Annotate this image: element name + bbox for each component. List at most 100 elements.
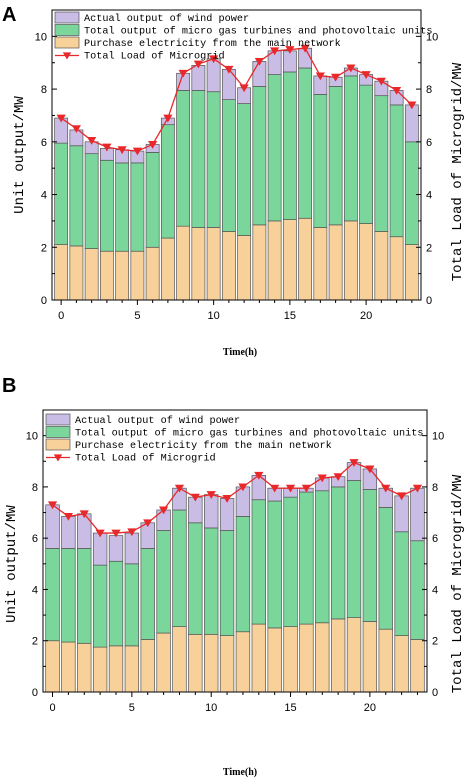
grid-bar xyxy=(176,225,191,301)
wind-bar xyxy=(204,494,219,529)
y-tick-label: 10 xyxy=(26,431,38,443)
gas-pv-bar xyxy=(176,90,191,227)
legend-label-load: Total Load of Microgrid xyxy=(84,51,225,63)
panel-a-xlabel: Time(h) xyxy=(223,347,257,358)
y-tick-label: 6 xyxy=(32,533,38,545)
legend-label-wind: Actual output of wind power xyxy=(84,13,249,25)
legend-swatch-gas_pv xyxy=(45,426,71,438)
load-point xyxy=(178,69,188,78)
legend-label-grid: Purchase electricity from the main netwo… xyxy=(75,440,332,452)
gas-pv-bar xyxy=(237,103,252,236)
y2-tick-label: 4 xyxy=(426,190,432,202)
legend-load-marker xyxy=(53,454,63,462)
grid-bar xyxy=(315,622,330,693)
panel-b-ylabel: Unit output/MW xyxy=(4,505,20,623)
grid-bar xyxy=(282,219,297,301)
y2-tick-label: 10 xyxy=(426,31,438,43)
grid-bar xyxy=(359,223,374,301)
plot-frame xyxy=(42,409,428,693)
load-point xyxy=(117,146,127,155)
grid-bar xyxy=(156,632,171,693)
gas-pv-bar xyxy=(235,516,251,633)
grid-bar xyxy=(343,220,358,301)
load-point xyxy=(148,141,158,149)
gas-pv-bar xyxy=(328,86,343,226)
y2-tick-label: 0 xyxy=(426,295,432,307)
legend-label-gas_pv: Total output of micro gas turbines and p… xyxy=(84,26,432,38)
legend-swatch-wind xyxy=(45,413,71,426)
load-point xyxy=(206,491,216,499)
panel-b-gas-pv-bars xyxy=(45,480,425,648)
grid-bar xyxy=(140,639,155,693)
load-point xyxy=(56,114,66,123)
panel-a-wind-bars xyxy=(54,47,419,164)
gas-pv-bar xyxy=(54,142,69,245)
gas-pv-bar xyxy=(299,491,314,625)
grid-bar xyxy=(124,645,140,693)
load-point xyxy=(47,501,58,510)
load-point xyxy=(79,510,89,519)
y-tick-label: 4 xyxy=(32,584,38,596)
load-point xyxy=(301,484,311,493)
load-point xyxy=(254,57,264,66)
gas-pv-bar xyxy=(283,496,298,627)
wind-bar xyxy=(45,504,60,549)
load-point xyxy=(193,60,203,69)
gas-pv-bar xyxy=(251,499,266,625)
gas-pv-bar xyxy=(77,548,92,644)
y2-tick-label: 2 xyxy=(426,242,432,254)
grid-bar xyxy=(394,635,409,693)
gas-pv-bar xyxy=(145,152,160,248)
wind-bar xyxy=(394,495,409,533)
load-point xyxy=(224,65,234,74)
grid-bar xyxy=(251,623,266,693)
gas-pv-bar xyxy=(404,141,419,245)
wind-bar xyxy=(235,486,251,517)
load-point xyxy=(87,137,97,145)
wind-bar xyxy=(404,104,419,143)
gas-pv-bar xyxy=(374,95,389,232)
legend-label-gas_pv: Total output of micro gas turbines and p… xyxy=(75,428,423,440)
y2-tick-label: 4 xyxy=(432,584,438,596)
load-point xyxy=(333,473,343,482)
load-point xyxy=(111,529,121,538)
load-point xyxy=(209,55,219,64)
load-point xyxy=(143,519,153,528)
x-tick-label: 15 xyxy=(284,702,296,714)
gas-pv-bar xyxy=(69,145,84,247)
grid-bar xyxy=(61,641,76,693)
y2-tick-label: 8 xyxy=(432,482,438,494)
x-tick-label: 20 xyxy=(360,310,372,322)
grid-bar xyxy=(115,250,130,301)
grid-bar xyxy=(283,626,298,693)
gas-pv-bar xyxy=(389,104,404,238)
legend-load-marker xyxy=(62,52,72,60)
load-line xyxy=(52,461,418,534)
gas-pv-bar xyxy=(188,522,203,635)
grid-bar xyxy=(160,237,175,301)
grid-bar xyxy=(206,227,221,301)
y-tick-label: 6 xyxy=(41,137,47,149)
gas-pv-bar xyxy=(330,486,346,620)
grid-bar xyxy=(45,640,60,693)
wind-bar xyxy=(92,532,108,566)
legend-swatch-grid xyxy=(45,438,71,451)
grid-bar xyxy=(130,250,145,301)
wind-bar xyxy=(124,532,140,565)
panel-b-load-line xyxy=(47,459,423,538)
gas-pv-bar xyxy=(191,90,206,228)
y-tick-label: 8 xyxy=(32,482,38,494)
grid-bar xyxy=(84,248,99,301)
gas-pv-bar xyxy=(378,507,393,630)
grid-bar xyxy=(99,250,114,301)
y-tick-label: 0 xyxy=(41,295,47,307)
load-point xyxy=(102,143,112,152)
gas-pv-bar xyxy=(124,563,140,647)
panel-b-grid-bars xyxy=(45,617,425,693)
grid-bar xyxy=(378,628,393,693)
gas-pv-bar xyxy=(359,84,374,224)
gas-pv-bar xyxy=(84,153,99,249)
gas-pv-bar xyxy=(346,480,362,618)
grid-bar xyxy=(237,235,252,301)
